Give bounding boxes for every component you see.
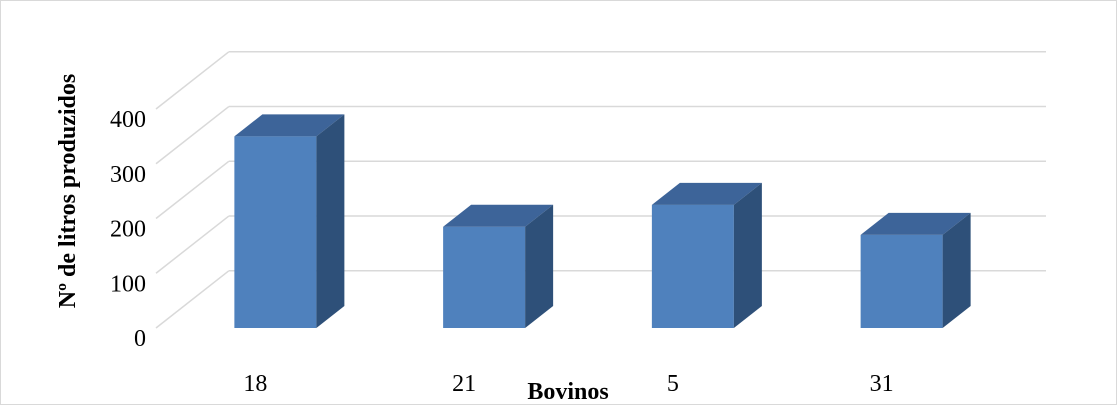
gridline-diagonal: [155, 270, 230, 329]
bar-side: [942, 212, 971, 328]
bar-front: [651, 204, 734, 328]
x-tick-label: 21: [452, 371, 476, 397]
y-axis-title: Nº de litros produzidos: [55, 74, 81, 308]
bar-top: [651, 182, 762, 205]
bar-front: [234, 136, 317, 328]
y-tick-label: 400: [110, 107, 146, 133]
y-tick-label: 200: [110, 217, 146, 243]
gridline-diagonal: [155, 160, 230, 220]
x-axis-title: Bovinos: [527, 379, 608, 405]
bar-top: [443, 204, 554, 227]
y-tick-label: 100: [110, 271, 146, 297]
bar-18: [234, 114, 345, 328]
y-tick-label: 0: [134, 326, 146, 352]
x-tick-label: 31: [870, 371, 894, 397]
gridline-diagonal: [155, 51, 230, 110]
bar-top: [234, 114, 345, 137]
bar-front: [443, 226, 526, 328]
bar-top: [860, 212, 971, 235]
gridline-diagonal: [155, 105, 230, 165]
bar-5: [651, 182, 762, 328]
bar-21: [443, 204, 554, 328]
y-tick-label: 300: [110, 162, 146, 188]
x-tick-labels: 18 21 5 31: [243, 371, 893, 397]
x-tick-label: 5: [667, 371, 679, 397]
bar-side: [733, 182, 762, 328]
bar-31: [860, 212, 971, 328]
bar-front: [860, 234, 943, 328]
x-tick-label: 18: [243, 371, 267, 397]
bars: [234, 114, 971, 328]
y-tick-labels: 0 100 200 300 400: [110, 107, 146, 352]
bar-side: [316, 114, 345, 328]
bar-side: [525, 204, 554, 328]
gridline-diagonal: [155, 215, 230, 274]
